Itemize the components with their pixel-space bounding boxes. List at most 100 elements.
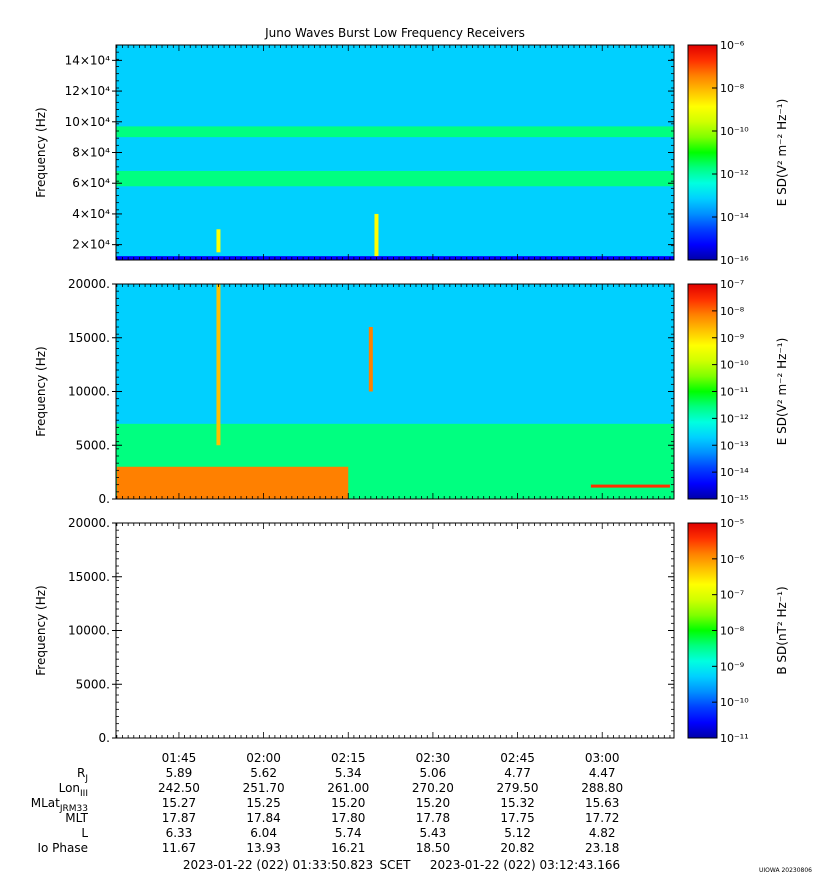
y-tick-label: 10×10⁴	[65, 115, 111, 129]
y-tick-label: 20000.	[68, 277, 110, 291]
time-tick-label: 02:45	[500, 751, 535, 765]
ephemeris-value: 6.04	[250, 826, 277, 840]
time-tick-label: 02:00	[246, 751, 281, 765]
ephemeris-value: 17.78	[416, 811, 450, 825]
ephemeris-value: 17.80	[331, 811, 365, 825]
ephemeris-value: 5.34	[335, 766, 362, 780]
time-tick-label: 03:00	[585, 751, 620, 765]
colorbar-label: E SD(V² m⁻² Hz⁻¹)	[775, 99, 789, 207]
colorbar-tick-label: 10⁻⁸	[720, 82, 745, 95]
ephemeris-value: 5.06	[420, 766, 447, 780]
y-tick-label: 0.	[99, 492, 110, 506]
ephemeris-value: 261.00	[327, 781, 369, 795]
low-frequency-e-panel: 0. 5000. 10000. 15000. 20000. Frequency (Hz) 1…	[34, 277, 789, 506]
colorbar-label: B SD(nT² Hz⁻¹)	[775, 586, 789, 674]
emission-feature	[116, 256, 674, 260]
ephemeris-value: 15.20	[331, 796, 365, 810]
ephemeris-value: 16.21	[331, 841, 365, 855]
plot-area	[116, 45, 674, 260]
ephemeris-row-label: Io Phase	[37, 841, 88, 855]
y-tick-label: 6×10⁴	[72, 176, 110, 190]
ephemeris-value: 5.43	[420, 826, 447, 840]
colorbar-tick-label: 10⁻¹²	[720, 168, 749, 181]
ephemeris-value: 288.80	[581, 781, 623, 795]
emission-feature	[116, 466, 349, 499]
colorbar-tick-label: 10⁻⁸	[720, 625, 745, 638]
ephemeris-value: 17.87	[162, 811, 196, 825]
colorbar-tick-label: 10⁻⁹	[720, 332, 744, 345]
y-tick-label: 14×10⁴	[65, 53, 111, 67]
ephemeris-value: 13.93	[246, 841, 280, 855]
y-tick-label: 5000.	[76, 677, 110, 691]
y-axis-label: Frequency (Hz)	[34, 107, 48, 198]
ephemeris-row-label: LonIII	[59, 781, 88, 799]
y-axis-label: Frequency (Hz)	[34, 585, 48, 676]
emission-feature	[590, 484, 670, 488]
y-tick-label: 2×10⁴	[72, 238, 110, 252]
ephemeris-table: RJ 5.89 5.62 5.34 5.06 4.77 4.47 LonIII 242.50 25…	[31, 766, 623, 855]
y-tick-label: 10000.	[68, 624, 110, 638]
colorbar-tick-label: 10⁻⁶	[720, 553, 745, 566]
y-tick-label: 15000.	[68, 570, 110, 584]
chart-title: Juno Waves Burst Low Frequency Receivers	[264, 26, 525, 40]
ephemeris-value: 5.62	[250, 766, 277, 780]
credit-label: UIOWA 20230806	[759, 867, 812, 874]
colorbar-tick-label: 10⁻⁸	[720, 305, 745, 318]
ephemeris-value: 15.25	[246, 796, 280, 810]
ephemeris-row-label: RJ	[77, 766, 88, 784]
ephemeris-value: 270.20	[412, 781, 454, 795]
colorbar-frame	[687, 44, 718, 261]
emission-feature	[374, 213, 379, 257]
emission-feature	[116, 170, 674, 187]
panels: 2×10⁴ 4×10⁴ 6×10⁴ 8×10⁴ 10×10⁴ 12×10⁴ 14×10⁴ Fr…	[34, 39, 789, 745]
time-tick-label: 02:15	[331, 751, 366, 765]
colorbar-tick-label: 10⁻¹¹	[720, 386, 749, 399]
y-tick-label: 12×10⁴	[65, 84, 111, 98]
ephemeris-row-label: MLT	[65, 811, 88, 825]
emission-feature	[216, 229, 221, 253]
colorbar-tick-label: 10⁻⁷	[720, 278, 744, 291]
ephemeris-value: 15.20	[416, 796, 450, 810]
ephemeris-value: 4.82	[589, 826, 616, 840]
colorbar-tick-label: 10⁻⁷	[720, 589, 744, 602]
ephemeris-value: 11.67	[162, 841, 196, 855]
emission-feature	[368, 327, 373, 392]
time-tick-label: 01:45	[162, 751, 197, 765]
ephemeris-value: 4.77	[504, 766, 531, 780]
low-frequency-b-panel: 0. 5000. 10000. 15000. 20000. Frequency (Hz) 1…	[34, 516, 789, 745]
ephemeris-value: 5.74	[335, 826, 362, 840]
y-tick-label: 0.	[99, 731, 110, 745]
colorbar-tick-label: 10⁻¹⁴	[720, 211, 749, 224]
ephemeris-value: 15.27	[162, 796, 196, 810]
ephemeris-value: 18.50	[416, 841, 450, 855]
colorbar-tick-label: 10⁻¹⁰	[720, 125, 749, 138]
y-tick-label: 15000.	[68, 331, 110, 345]
colorbar-tick-label: 10⁻⁶	[720, 39, 745, 52]
ephemeris-value: 20.82	[500, 841, 534, 855]
colorbar-tick-label: 10⁻¹⁰	[720, 359, 749, 372]
upper-band-fill	[116, 284, 674, 424]
colorbar-label: E SD(V² m⁻² Hz⁻¹)	[775, 338, 789, 446]
colorbar-tick-label: 10⁻¹⁵	[720, 493, 749, 506]
colorbar-tick-label: 10⁻¹⁰	[720, 696, 749, 709]
time-axis: 01:45 02:00 02:15 02:30 02:45 03:00	[162, 751, 620, 765]
ephemeris-value: 4.47	[589, 766, 616, 780]
emission-feature	[216, 284, 221, 446]
y-tick-label: 5000.	[76, 438, 110, 452]
colorbar	[688, 45, 717, 260]
footer-end-time: 2023-01-22 (022) 03:12:43.166	[430, 858, 620, 872]
ephemeris-value: 251.70	[243, 781, 285, 795]
colorbar-tick-label: 10⁻⁹	[720, 660, 744, 673]
ephemeris-value: 5.12	[504, 826, 531, 840]
ephemeris-value: 6.33	[166, 826, 193, 840]
ephemeris-value: 15.32	[500, 796, 534, 810]
ephemeris-value: 17.84	[246, 811, 280, 825]
colorbar-tick-label: 10⁻⁵	[720, 517, 744, 530]
emission-feature	[116, 126, 674, 138]
ephemeris-value: 15.63	[585, 796, 619, 810]
ephemeris-row-label: L	[81, 826, 88, 840]
footer-scet: SCET	[380, 858, 412, 872]
y-tick-label: 20000.	[68, 516, 110, 530]
colorbar-tick-label: 10⁻¹⁶	[720, 254, 749, 267]
